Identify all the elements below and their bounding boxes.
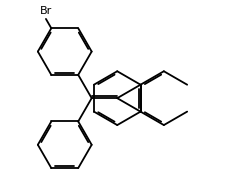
Text: Br: Br xyxy=(40,6,52,16)
